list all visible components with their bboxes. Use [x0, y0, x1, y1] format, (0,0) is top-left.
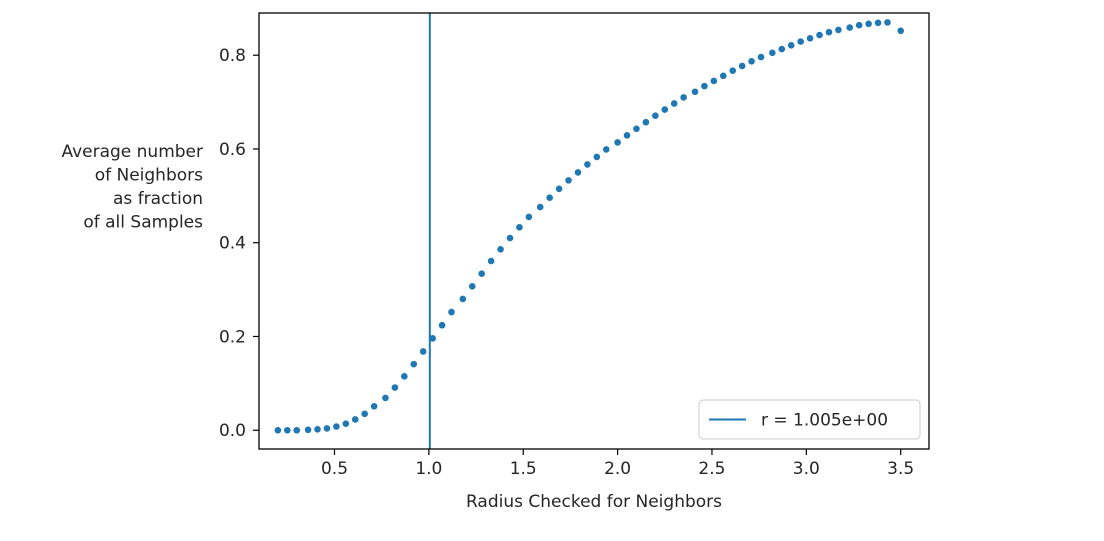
data-point — [429, 335, 436, 342]
y-axis-label-line: as fraction — [113, 189, 203, 209]
data-point — [536, 203, 544, 211]
data-point — [478, 270, 486, 277]
x-tick-label: 1.5 — [510, 459, 537, 479]
data-point — [602, 146, 610, 153]
data-point — [555, 185, 563, 193]
x-tick-label: 2.5 — [698, 459, 725, 479]
data-point — [865, 20, 872, 28]
data-point — [516, 223, 523, 231]
data-point — [825, 28, 833, 36]
data-point — [778, 45, 786, 53]
data-point — [497, 245, 504, 253]
x-axis-label: Radius Checked for Neighbors — [466, 492, 722, 512]
x-tick-label: 3.5 — [887, 459, 914, 479]
data-point — [748, 57, 755, 65]
data-point — [593, 153, 601, 161]
data-point — [623, 132, 631, 139]
data-point — [323, 425, 331, 432]
data-point — [525, 213, 533, 221]
data-point — [769, 49, 776, 57]
x-tick-label: 1.0 — [415, 459, 442, 479]
data-point — [506, 234, 514, 242]
legend-box — [698, 399, 921, 440]
x-tick-label: 3.0 — [793, 459, 820, 479]
y-axis-ticks: 0.0 0.2 0.4 0.6 0.8 — [219, 46, 259, 441]
data-point — [584, 161, 591, 168]
y-axis-label: Average number of Neighbors as fraction of … — [61, 142, 203, 233]
data-point — [846, 24, 854, 31]
data-point — [391, 384, 399, 391]
data-point — [546, 194, 553, 202]
plot-content — [274, 13, 904, 449]
data-point — [816, 31, 823, 39]
data-point — [855, 21, 863, 29]
data-point — [835, 26, 842, 34]
data-point — [710, 77, 718, 85]
data-point — [401, 373, 408, 380]
data-point — [670, 100, 678, 107]
data-point — [370, 403, 378, 410]
data-point — [314, 426, 321, 433]
legend: r = 1.005e+00 — [698, 399, 921, 440]
data-point — [333, 423, 340, 430]
data-point — [438, 321, 446, 329]
x-tick-label: 0.5 — [321, 459, 348, 479]
data-point — [701, 82, 708, 90]
data-point — [719, 72, 727, 80]
data-point — [459, 295, 467, 303]
data-point — [448, 308, 455, 316]
y-axis-label-line: of Neighbors — [95, 166, 203, 186]
data-point — [642, 118, 650, 126]
data-point — [565, 177, 572, 184]
data-point — [361, 410, 368, 418]
data-point — [691, 88, 699, 96]
data-point — [419, 348, 427, 355]
data-point — [351, 416, 359, 423]
data-point — [884, 19, 891, 26]
data-point — [806, 35, 814, 42]
data-point — [897, 27, 904, 35]
data-point — [652, 112, 659, 119]
y-axis-label-line: Average number — [61, 142, 203, 162]
axes-frame — [258, 12, 930, 450]
y-tick-label: 0.6 — [219, 140, 246, 160]
data-point — [342, 420, 350, 427]
data-point — [284, 426, 291, 434]
data-point — [729, 67, 737, 74]
y-tick-label: 0.8 — [219, 46, 246, 66]
data-point — [487, 257, 495, 265]
data-point — [293, 426, 301, 434]
y-axis-label-line: of all Samples — [83, 213, 203, 233]
x-tick-label: 2.0 — [604, 459, 631, 479]
data-point — [382, 394, 389, 402]
data-point — [738, 62, 746, 70]
y-tick-label: 0.4 — [219, 234, 246, 254]
data-point — [757, 53, 765, 61]
y-tick-label: 0.2 — [219, 327, 246, 347]
data-point — [633, 125, 640, 133]
y-tick-label: 0.0 — [219, 421, 246, 441]
data-point — [574, 169, 582, 176]
data-point — [787, 42, 795, 49]
data-point — [410, 360, 418, 368]
data-point — [661, 106, 669, 113]
data-point — [874, 19, 882, 27]
data-point — [680, 94, 687, 101]
data-point — [274, 426, 282, 434]
x-axis-ticks: 0.5 1.0 1.5 2.0 2.5 3.0 3.5 — [321, 449, 914, 479]
data-point — [614, 139, 621, 146]
legend-label: r = 1.005e+00 — [761, 411, 888, 431]
data-point — [468, 283, 476, 290]
data-point — [304, 426, 312, 434]
data-point — [797, 38, 804, 45]
